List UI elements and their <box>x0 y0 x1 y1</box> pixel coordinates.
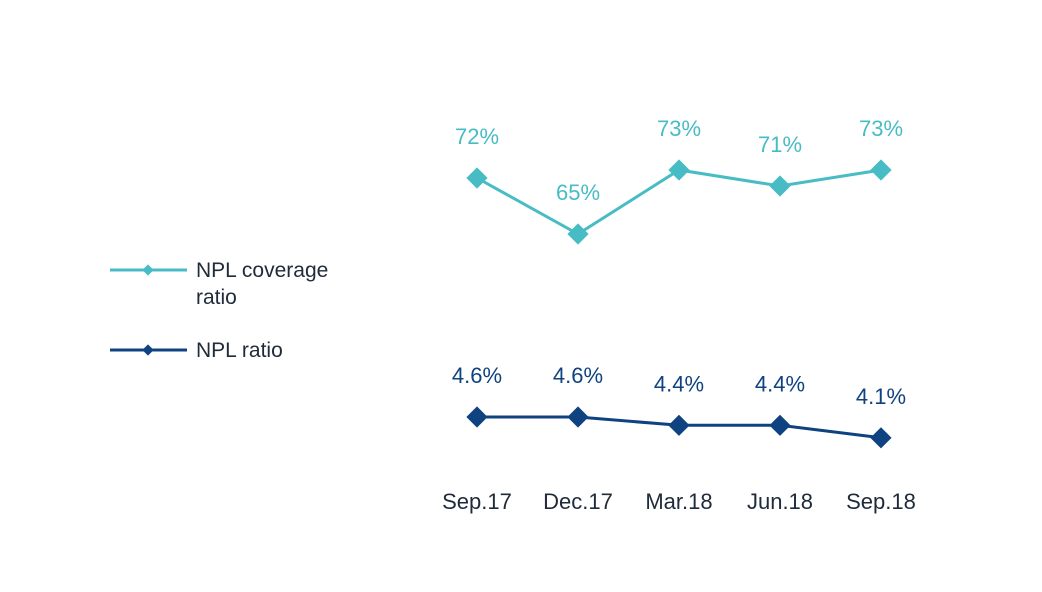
data-label-npl-coverage-ratio: 72% <box>455 124 499 149</box>
data-label-npl-coverage-ratio: 73% <box>657 116 701 141</box>
data-point-npl-coverage-ratio <box>668 159 690 181</box>
data-point-npl-ratio <box>769 414 791 436</box>
legend-label-line: ratio <box>196 286 237 309</box>
data-point-npl-coverage-ratio <box>567 223 589 245</box>
legend-item-npl-ratio: NPL ratio <box>110 339 283 362</box>
data-label-npl-coverage-ratio: 65% <box>556 180 600 205</box>
legend-label-npl-ratio: NPL ratio <box>196 339 283 362</box>
data-point-npl-coverage-ratio <box>870 159 892 181</box>
series-npl-coverage-ratio: 72% 65% 73% 71% 73% <box>455 116 903 245</box>
data-label-npl-coverage-ratio: 71% <box>758 132 802 157</box>
x-tick-label: Sep.18 <box>846 489 916 514</box>
data-point-npl-ratio <box>466 406 488 428</box>
data-point-npl-ratio <box>668 414 690 436</box>
data-label-npl-ratio: 4.6% <box>553 363 603 388</box>
data-label-npl-ratio: 4.4% <box>654 371 704 396</box>
data-point-npl-coverage-ratio <box>769 175 791 197</box>
data-label-npl-ratio: 4.4% <box>755 371 805 396</box>
legend-marker-npl-ratio <box>142 344 154 356</box>
plot-area: 72% 65% 73% 71% 73% 4.6% 4.6% 4.4% 4.4% 4.1% Sep.1… <box>442 116 916 514</box>
legend-label-line: NPL coverage <box>196 259 328 282</box>
x-tick-label: Sep.17 <box>442 489 512 514</box>
data-point-npl-ratio <box>870 427 892 449</box>
data-label-npl-ratio: 4.6% <box>452 363 502 388</box>
legend-marker-npl-coverage-ratio <box>142 264 154 276</box>
series-npl-ratio: 4.6% 4.6% 4.4% 4.4% 4.1% <box>452 363 906 449</box>
x-tick-label: Dec.17 <box>543 489 613 514</box>
x-tick-label: Jun.18 <box>747 489 813 514</box>
data-label-npl-coverage-ratio: 73% <box>859 116 903 141</box>
data-label-npl-ratio: 4.1% <box>856 384 906 409</box>
legend-label-npl-coverage-ratio: NPL coverage ratio <box>196 259 334 309</box>
legend-item-npl-coverage-ratio: NPL coverage ratio <box>110 259 334 309</box>
x-tick-label: Mar.18 <box>645 489 712 514</box>
data-point-npl-coverage-ratio <box>466 167 488 189</box>
legend: NPL coverage ratio NPL ratio <box>110 259 334 362</box>
x-axis-labels: Sep.17 Dec.17 Mar.18 Jun.18 Sep.18 <box>442 489 916 514</box>
data-point-npl-ratio <box>567 406 589 428</box>
